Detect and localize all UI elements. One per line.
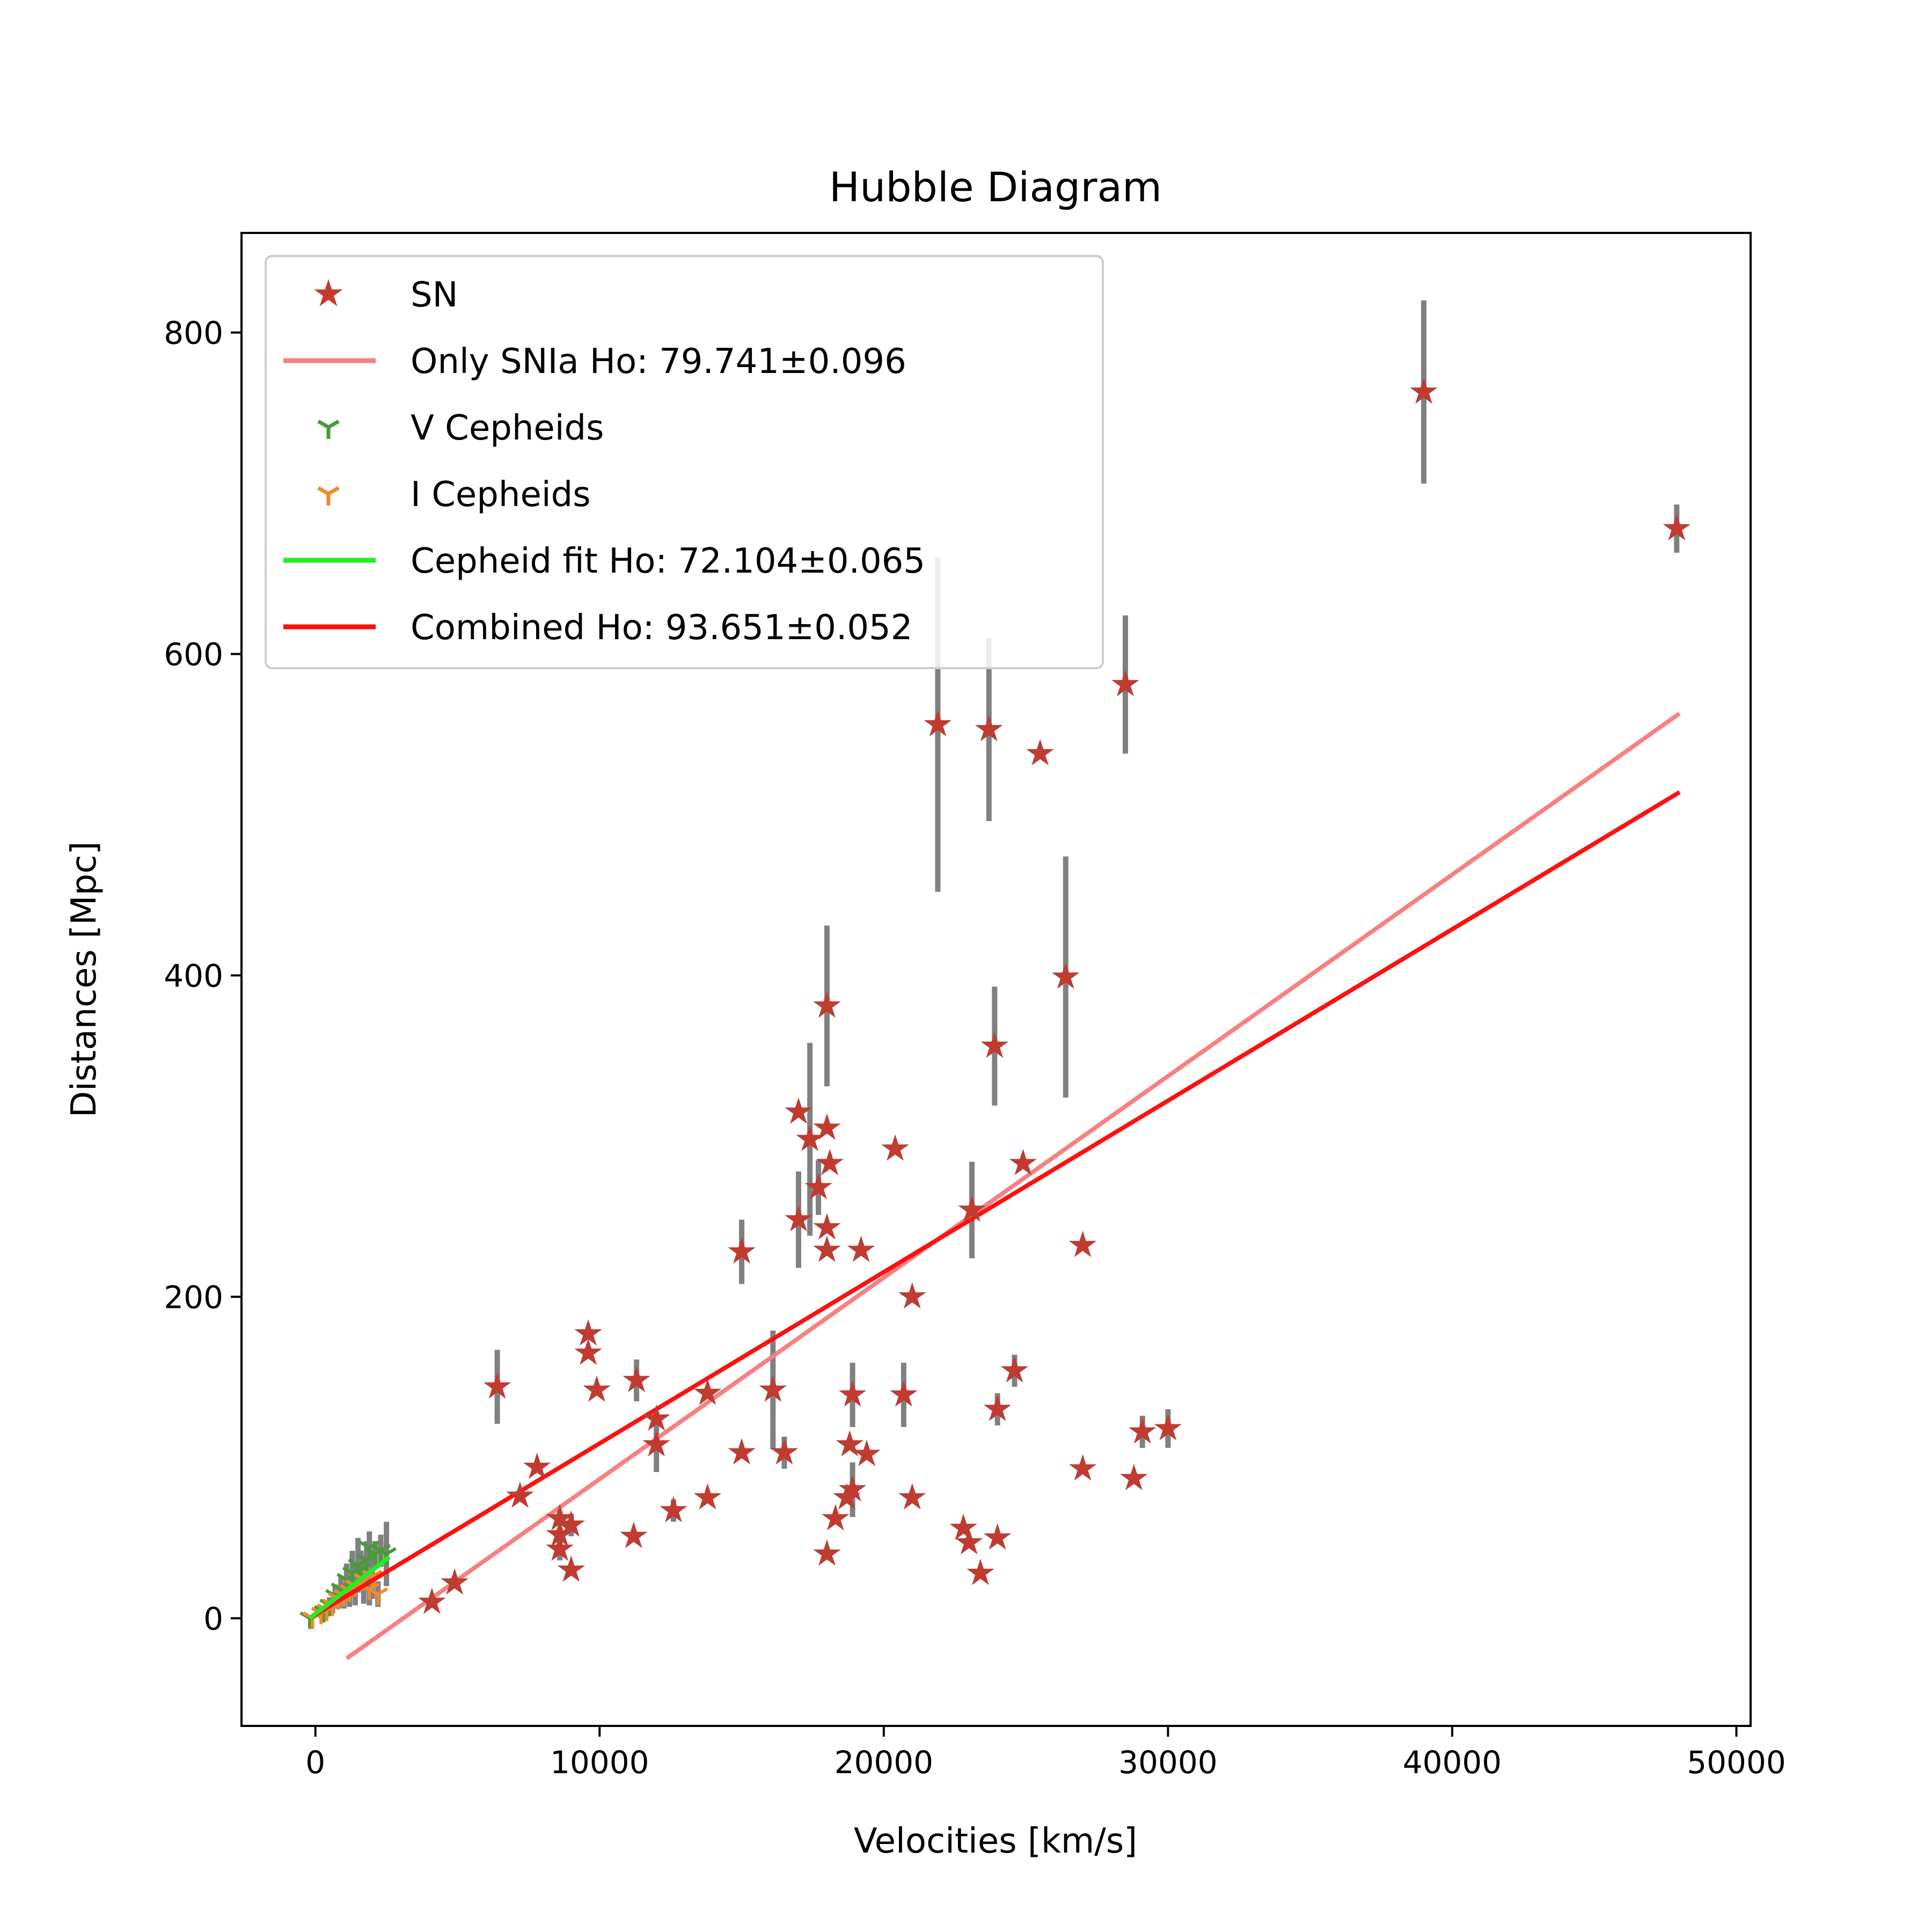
plot-frame <box>240 232 1752 1727</box>
sn-point <box>1071 1233 1095 1256</box>
y-tick-label: 200 <box>164 1279 223 1315</box>
sn-point <box>968 1561 993 1584</box>
x-tick-label: 30000 <box>1118 1744 1218 1781</box>
sn-point <box>696 1485 720 1508</box>
sn-point <box>1028 741 1052 764</box>
x-axis-label: Velocities [km/s] <box>854 1821 1137 1861</box>
legend-label: Cepheid fit Ho: 72.104±0.065 <box>411 541 925 581</box>
sn-point <box>1071 1456 1095 1479</box>
fit-line <box>345 712 1681 1660</box>
fit-line <box>309 790 1681 1620</box>
legend-tri-icon <box>317 419 340 439</box>
sn-point <box>985 1525 1010 1548</box>
legend-box <box>265 255 1104 669</box>
legend-label: Combined Ho: 93.651±0.052 <box>411 608 912 648</box>
sn-point <box>786 1099 811 1122</box>
y-tick-label: 800 <box>164 315 223 352</box>
sn-point <box>584 1377 609 1400</box>
legend-label: Only SNIa Ho: 79.741±0.096 <box>411 342 906 382</box>
sn-point <box>1122 1466 1146 1489</box>
sn-point <box>576 1340 601 1363</box>
x-tick-label: 10000 <box>550 1744 649 1781</box>
sn-point <box>729 1440 754 1463</box>
x-tick-label: 0 <box>305 1744 325 1781</box>
y-axis: 0 200 400 600 800 <box>164 315 241 1637</box>
i-cepheid-point <box>368 1587 389 1605</box>
sn-point <box>849 1238 874 1261</box>
legend-label: V Cepheids <box>411 408 604 448</box>
sn-point <box>817 1151 842 1174</box>
sn-point <box>854 1441 879 1465</box>
sn-point <box>559 1557 583 1580</box>
legend-label: SN <box>411 275 458 315</box>
chart-title: Hubble Diagram <box>829 163 1162 211</box>
legend: SN Only SNIa Ho: 79.741±0.096 V Cepheids I … <box>265 255 1104 669</box>
legend-tri-icon <box>317 486 340 506</box>
y-tick-label: 400 <box>164 958 223 994</box>
sn-point <box>900 1284 925 1307</box>
sn-point <box>621 1524 646 1547</box>
y-tick-label: 600 <box>164 636 223 673</box>
x-tick-label: 50000 <box>1687 1744 1786 1781</box>
sn-point <box>815 1541 839 1564</box>
sn-point <box>951 1516 976 1539</box>
legend-label: I Cepheids <box>411 475 591 515</box>
x-axis: 0 10000 20000 30000 40000 50000 <box>305 1726 1786 1781</box>
sn-point <box>823 1506 848 1529</box>
sn-point <box>900 1485 925 1508</box>
y-tick-label: 0 <box>203 1600 223 1637</box>
x-tick-label: 20000 <box>835 1744 934 1781</box>
sn-point <box>815 1238 839 1261</box>
sn-point <box>815 1215 839 1238</box>
plot-area <box>299 300 1689 1660</box>
sn-point <box>883 1136 908 1159</box>
fit-lines <box>308 712 1681 1660</box>
x-tick-label: 40000 <box>1403 1744 1502 1781</box>
fit-line <box>308 1555 391 1620</box>
y-axis-label: Distances [Mpc] <box>64 841 104 1118</box>
